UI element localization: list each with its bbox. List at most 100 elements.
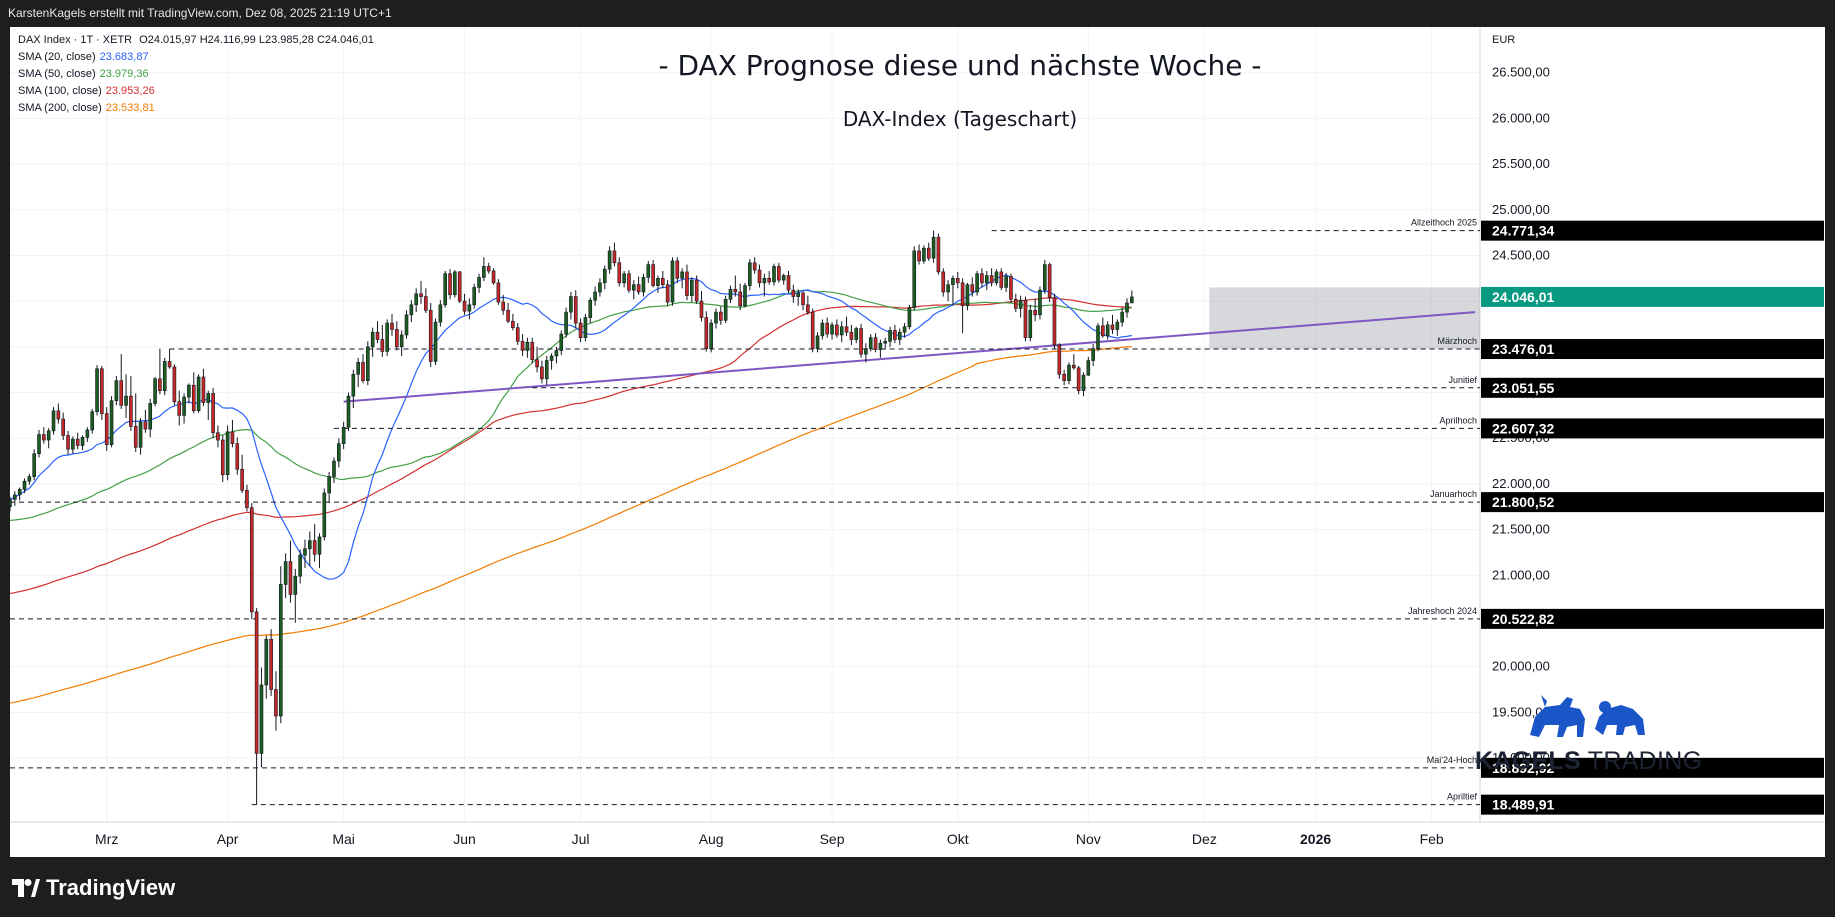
candle-body xyxy=(370,331,375,348)
candle-body xyxy=(888,330,892,342)
candle-body xyxy=(820,322,825,337)
time-tick-label: Nov xyxy=(1076,831,1101,847)
sma-200-line xyxy=(10,346,1132,704)
candle-body xyxy=(303,548,307,556)
last-price-tag-bg xyxy=(1481,286,1824,307)
candle-body xyxy=(462,300,467,312)
candle-body xyxy=(162,361,167,391)
candle-body xyxy=(1115,321,1120,330)
candle-body xyxy=(216,432,220,441)
candle-body xyxy=(1076,367,1081,391)
chart-frame: Allzeithoch 2025 Märzhoch Junitief Aprilhoc… xyxy=(10,27,1825,857)
candle-body xyxy=(32,453,36,477)
candle-body xyxy=(506,309,510,322)
candle-body xyxy=(124,395,128,406)
candle-body xyxy=(1047,264,1052,298)
candle-body xyxy=(366,346,370,381)
candle-body xyxy=(772,266,776,283)
brand-trading: TRADING xyxy=(1587,747,1703,775)
candle-body xyxy=(980,273,984,284)
candle-body xyxy=(482,266,486,278)
candle-body xyxy=(298,554,302,577)
candle-body xyxy=(690,279,694,296)
legend-sma-50[interactable]: SMA (50, close) 23.979,36 xyxy=(18,66,374,83)
level-price-tag-bg xyxy=(1481,339,1824,360)
footer-bar xyxy=(0,857,1835,917)
level-name: Jahreshoch 2024 xyxy=(1408,606,1477,616)
candle-body xyxy=(815,335,820,349)
candle-body xyxy=(109,400,114,445)
candle-body xyxy=(1125,302,1129,313)
candle-body xyxy=(540,366,544,380)
sma-50-label: SMA (50, close) xyxy=(18,68,96,80)
candle-body xyxy=(849,331,854,340)
candle-body xyxy=(704,317,709,349)
candle-body xyxy=(859,328,863,355)
price-tick-label: 26.000,00 xyxy=(1492,110,1550,125)
candle-body xyxy=(902,326,907,333)
candle-body xyxy=(936,236,941,273)
candle-body xyxy=(346,395,351,428)
sma-100-line xyxy=(10,297,1132,595)
level-name: Allzeithoch 2025 xyxy=(1411,218,1477,228)
time-tick-label: Feb xyxy=(1420,831,1444,847)
level-price-tag: 18.489,91 xyxy=(1492,797,1554,813)
candle-body xyxy=(1052,297,1057,346)
candle-body xyxy=(951,277,955,285)
candle-body xyxy=(1110,324,1115,330)
candle-body xyxy=(762,277,767,284)
legend-sma-200[interactable]: SMA (200, close) 23.533,81 xyxy=(18,100,374,117)
candle-body xyxy=(17,489,22,496)
price-chart[interactable]: Allzeithoch 2025 Märzhoch Junitief Aprilhoc… xyxy=(10,27,1825,857)
candle-body xyxy=(941,271,946,293)
level-price-tag: 22.607,32 xyxy=(1492,420,1554,436)
tradingview-wordmark: TradingView xyxy=(46,875,176,900)
candle-body xyxy=(283,561,288,585)
candle-body xyxy=(912,250,917,308)
candle-body xyxy=(796,292,800,297)
candle-body xyxy=(549,355,554,361)
candle-body xyxy=(380,339,385,352)
candle-body xyxy=(1038,289,1042,316)
candle-body xyxy=(1062,373,1066,381)
chart-subtitle: DAX-Index (Tageschart) xyxy=(842,107,1078,131)
candle-body xyxy=(607,250,612,270)
candle-body xyxy=(230,431,235,444)
sma-100-value: 23.953,26 xyxy=(105,85,155,97)
candle-body xyxy=(685,271,689,296)
time-tick-label: Jun xyxy=(453,831,476,847)
price-tick-label: 22.000,00 xyxy=(1492,476,1550,491)
candle-body xyxy=(13,494,17,500)
legend-symbol-row: DAX Index · 1T · XETR O24.015,97 H24.116… xyxy=(18,32,374,49)
tradingview-logo[interactable]: TradingView xyxy=(12,875,175,901)
candle-body xyxy=(472,287,477,306)
level-name: Junitief xyxy=(1448,375,1477,385)
candle-body xyxy=(288,561,293,595)
price-tick-label: 19.500,00 xyxy=(1492,704,1550,719)
legend-sma-100[interactable]: SMA (100, close) 23.953,26 xyxy=(18,83,374,100)
legend-sma-20[interactable]: SMA (20, close) 23.683,87 xyxy=(18,49,374,66)
candle-body xyxy=(182,396,186,416)
candle-body xyxy=(443,273,447,306)
candle-body xyxy=(235,443,240,470)
sma-20-label: SMA (20, close) xyxy=(18,51,96,63)
price-tick-label: 25.500,00 xyxy=(1492,156,1550,171)
candle-body xyxy=(777,266,781,281)
level-name: Januarhoch xyxy=(1430,489,1477,499)
level-name: Märzhoch xyxy=(1437,336,1477,346)
candle-body xyxy=(806,304,810,313)
candle-body xyxy=(675,260,680,279)
candle-body xyxy=(1091,348,1095,361)
candle-body xyxy=(114,380,119,402)
candle-body xyxy=(361,362,365,381)
candle-body xyxy=(844,326,849,333)
candle-body xyxy=(293,575,298,595)
candle-body xyxy=(211,393,215,434)
candle-body xyxy=(515,327,520,342)
candle-body xyxy=(341,426,346,444)
candle-body xyxy=(143,421,148,430)
candle-body xyxy=(167,361,172,368)
candle-body xyxy=(786,275,791,291)
candle-body xyxy=(564,311,568,335)
candle-body xyxy=(873,337,878,350)
